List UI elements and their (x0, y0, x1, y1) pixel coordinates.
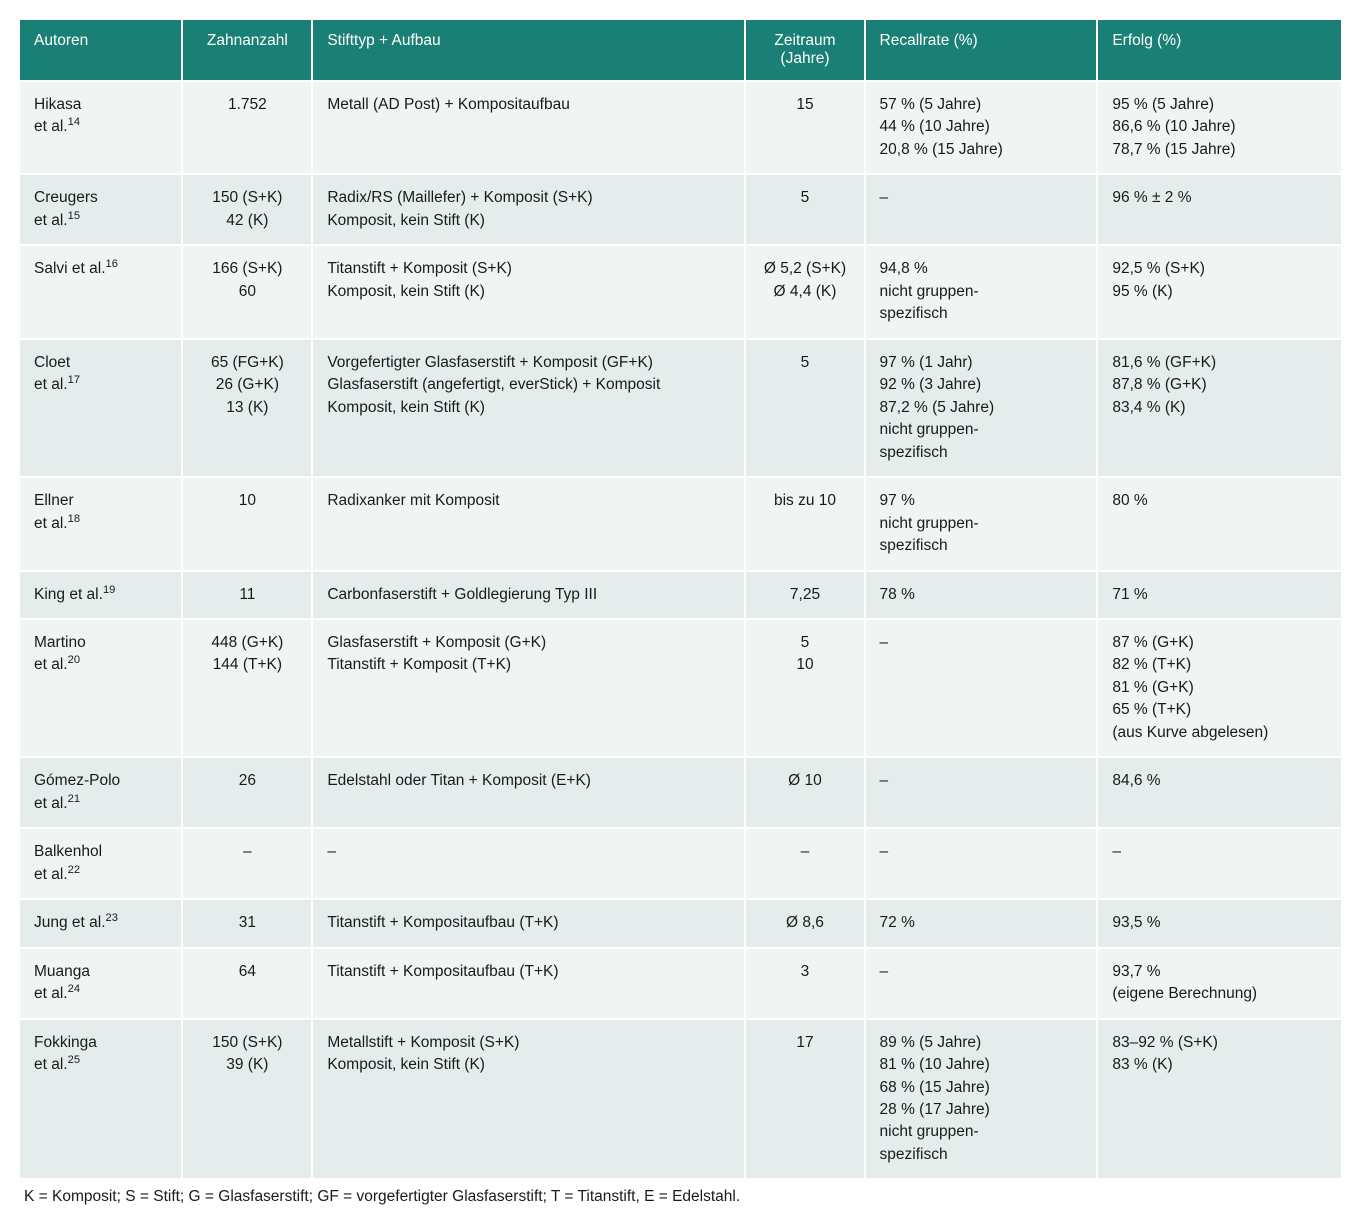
cell-period: 510 (745, 619, 864, 757)
cell-recall: 78 % (865, 571, 1098, 619)
cell-success: 96 % ± 2 % (1097, 174, 1341, 245)
cell-author: Cloetet al.17 (20, 339, 182, 477)
table-footnote: K = Komposit; S = Stift; G = Glasfaserst… (20, 1178, 1349, 1206)
table-row: Hikasaet al.141.752Metall (AD Post) + Ko… (20, 81, 1341, 174)
cell-count: 448 (G+K)144 (T+K) (182, 619, 312, 757)
cell-recall: 72 % (865, 899, 1098, 947)
cell-count: 150 (S+K)42 (K) (182, 174, 312, 245)
cell-recall: – (865, 828, 1098, 899)
column-header: Recallrate (%) (865, 20, 1098, 81)
cell-success: 84,6 % (1097, 757, 1341, 828)
cell-recall: – (865, 174, 1098, 245)
cell-author: King et al.19 (20, 571, 182, 619)
cell-period: – (745, 828, 864, 899)
cell-period: 5 (745, 339, 864, 477)
cell-success: 93,7 %(eigene Berechnung) (1097, 948, 1341, 1019)
cell-type: Radixanker mit Komposit (312, 477, 745, 570)
cell-type: Glasfaserstift + Komposit (G+K)Titanstif… (312, 619, 745, 757)
table-row: Gómez-Poloet al.2126Edelstahl oder Titan… (20, 757, 1341, 828)
cell-type: Edelstahl oder Titan + Komposit (E+K) (312, 757, 745, 828)
cell-author: Salvi et al.16 (20, 245, 182, 338)
cell-success: 83–92 % (S+K)83 % (K) (1097, 1019, 1341, 1179)
table-row: Fokkingaet al.25150 (S+K)39 (K)Metallsti… (20, 1019, 1341, 1179)
column-header: Autoren (20, 20, 182, 81)
cell-count: 64 (182, 948, 312, 1019)
table-row: Martinoet al.20448 (G+K)144 (T+K)Glasfas… (20, 619, 1341, 757)
table-row: Muangaet al.2464Titanstift + Kompositauf… (20, 948, 1341, 1019)
cell-success: 71 % (1097, 571, 1341, 619)
cell-period: 15 (745, 81, 864, 174)
cell-author: Balkenholet al.22 (20, 828, 182, 899)
cell-period: Ø 10 (745, 757, 864, 828)
cell-type: Vorgefertigter Glasfaserstift + Komposit… (312, 339, 745, 477)
cell-type: Titanstift + Kompositaufbau (T+K) (312, 948, 745, 1019)
cell-period: 5 (745, 174, 864, 245)
cell-recall: 94,8 %nicht gruppen-spezifisch (865, 245, 1098, 338)
cell-period: 7,25 (745, 571, 864, 619)
column-header: Zahnanzahl (182, 20, 312, 81)
cell-author: Muangaet al.24 (20, 948, 182, 1019)
cell-recall: – (865, 619, 1098, 757)
cell-type: Titanstift + Kompositaufbau (T+K) (312, 899, 745, 947)
cell-period: bis zu 10 (745, 477, 864, 570)
cell-author: Martinoet al.20 (20, 619, 182, 757)
cell-recall: 97 %nicht gruppen-spezifisch (865, 477, 1098, 570)
cell-recall: 57 % (5 Jahre)44 % (10 Jahre)20,8 % (15 … (865, 81, 1098, 174)
cell-success: 81,6 % (GF+K)87,8 % (G+K)83,4 % (K) (1097, 339, 1341, 477)
table-row: Ellneret al.1810Radixanker mit Kompositb… (20, 477, 1341, 570)
table-row: Creugerset al.15150 (S+K)42 (K)Radix/RS … (20, 174, 1341, 245)
cell-type: Radix/RS (Maillefer) + Komposit (S+K)Kom… (312, 174, 745, 245)
column-header: Erfolg (%) (1097, 20, 1341, 81)
cell-count: 1.752 (182, 81, 312, 174)
cell-type: Metall (AD Post) + Kompositaufbau (312, 81, 745, 174)
cell-period: 17 (745, 1019, 864, 1179)
cell-count: 31 (182, 899, 312, 947)
table-row: Salvi et al.16166 (S+K)60Titanstift + Ko… (20, 245, 1341, 338)
cell-success: 87 % (G+K)82 % (T+K)81 % (G+K)65 % (T+K)… (1097, 619, 1341, 757)
cell-author: Fokkingaet al.25 (20, 1019, 182, 1179)
table-row: Jung et al.2331Titanstift + Kompositaufb… (20, 899, 1341, 947)
cell-type: Carbonfaserstift + Goldlegierung Typ III (312, 571, 745, 619)
studies-table: AutorenZahnanzahlStifttyp + AufbauZeitra… (20, 20, 1341, 1178)
cell-recall: 89 % (5 Jahre)81 % (10 Jahre)68 % (15 Ja… (865, 1019, 1098, 1179)
column-header: Zeitraum(Jahre) (745, 20, 864, 81)
cell-period: Ø 8,6 (745, 899, 864, 947)
cell-recall: – (865, 948, 1098, 1019)
cell-success: 95 % (5 Jahre)86,6 % (10 Jahre)78,7 % (1… (1097, 81, 1341, 174)
cell-success: 92,5 % (S+K)95 % (K) (1097, 245, 1341, 338)
cell-author: Ellneret al.18 (20, 477, 182, 570)
cell-count: 11 (182, 571, 312, 619)
cell-author: Jung et al.23 (20, 899, 182, 947)
column-header: Stifttyp + Aufbau (312, 20, 745, 81)
table-header-row: AutorenZahnanzahlStifttyp + AufbauZeitra… (20, 20, 1341, 81)
cell-recall: – (865, 757, 1098, 828)
cell-author: Creugerset al.15 (20, 174, 182, 245)
cell-count: 166 (S+K)60 (182, 245, 312, 338)
cell-count: – (182, 828, 312, 899)
table-row: Balkenholet al.22––––– (20, 828, 1341, 899)
table-row: Cloetet al.1765 (FG+K)26 (G+K)13 (K)Vorg… (20, 339, 1341, 477)
cell-success: 93,5 % (1097, 899, 1341, 947)
cell-count: 26 (182, 757, 312, 828)
cell-type: – (312, 828, 745, 899)
cell-type: Metallstift + Komposit (S+K)Komposit, ke… (312, 1019, 745, 1179)
cell-count: 10 (182, 477, 312, 570)
cell-author: Hikasaet al.14 (20, 81, 182, 174)
cell-type: Titanstift + Komposit (S+K)Komposit, kei… (312, 245, 745, 338)
cell-author: Gómez-Poloet al.21 (20, 757, 182, 828)
cell-success: 80 % (1097, 477, 1341, 570)
cell-count: 150 (S+K)39 (K) (182, 1019, 312, 1179)
cell-period: 3 (745, 948, 864, 1019)
cell-success: – (1097, 828, 1341, 899)
table-row: King et al.1911Carbonfaserstift + Goldle… (20, 571, 1341, 619)
cell-count: 65 (FG+K)26 (G+K)13 (K) (182, 339, 312, 477)
cell-period: Ø 5,2 (S+K)Ø 4,4 (K) (745, 245, 864, 338)
cell-recall: 97 % (1 Jahr)92 % (3 Jahre)87,2 % (5 Jah… (865, 339, 1098, 477)
